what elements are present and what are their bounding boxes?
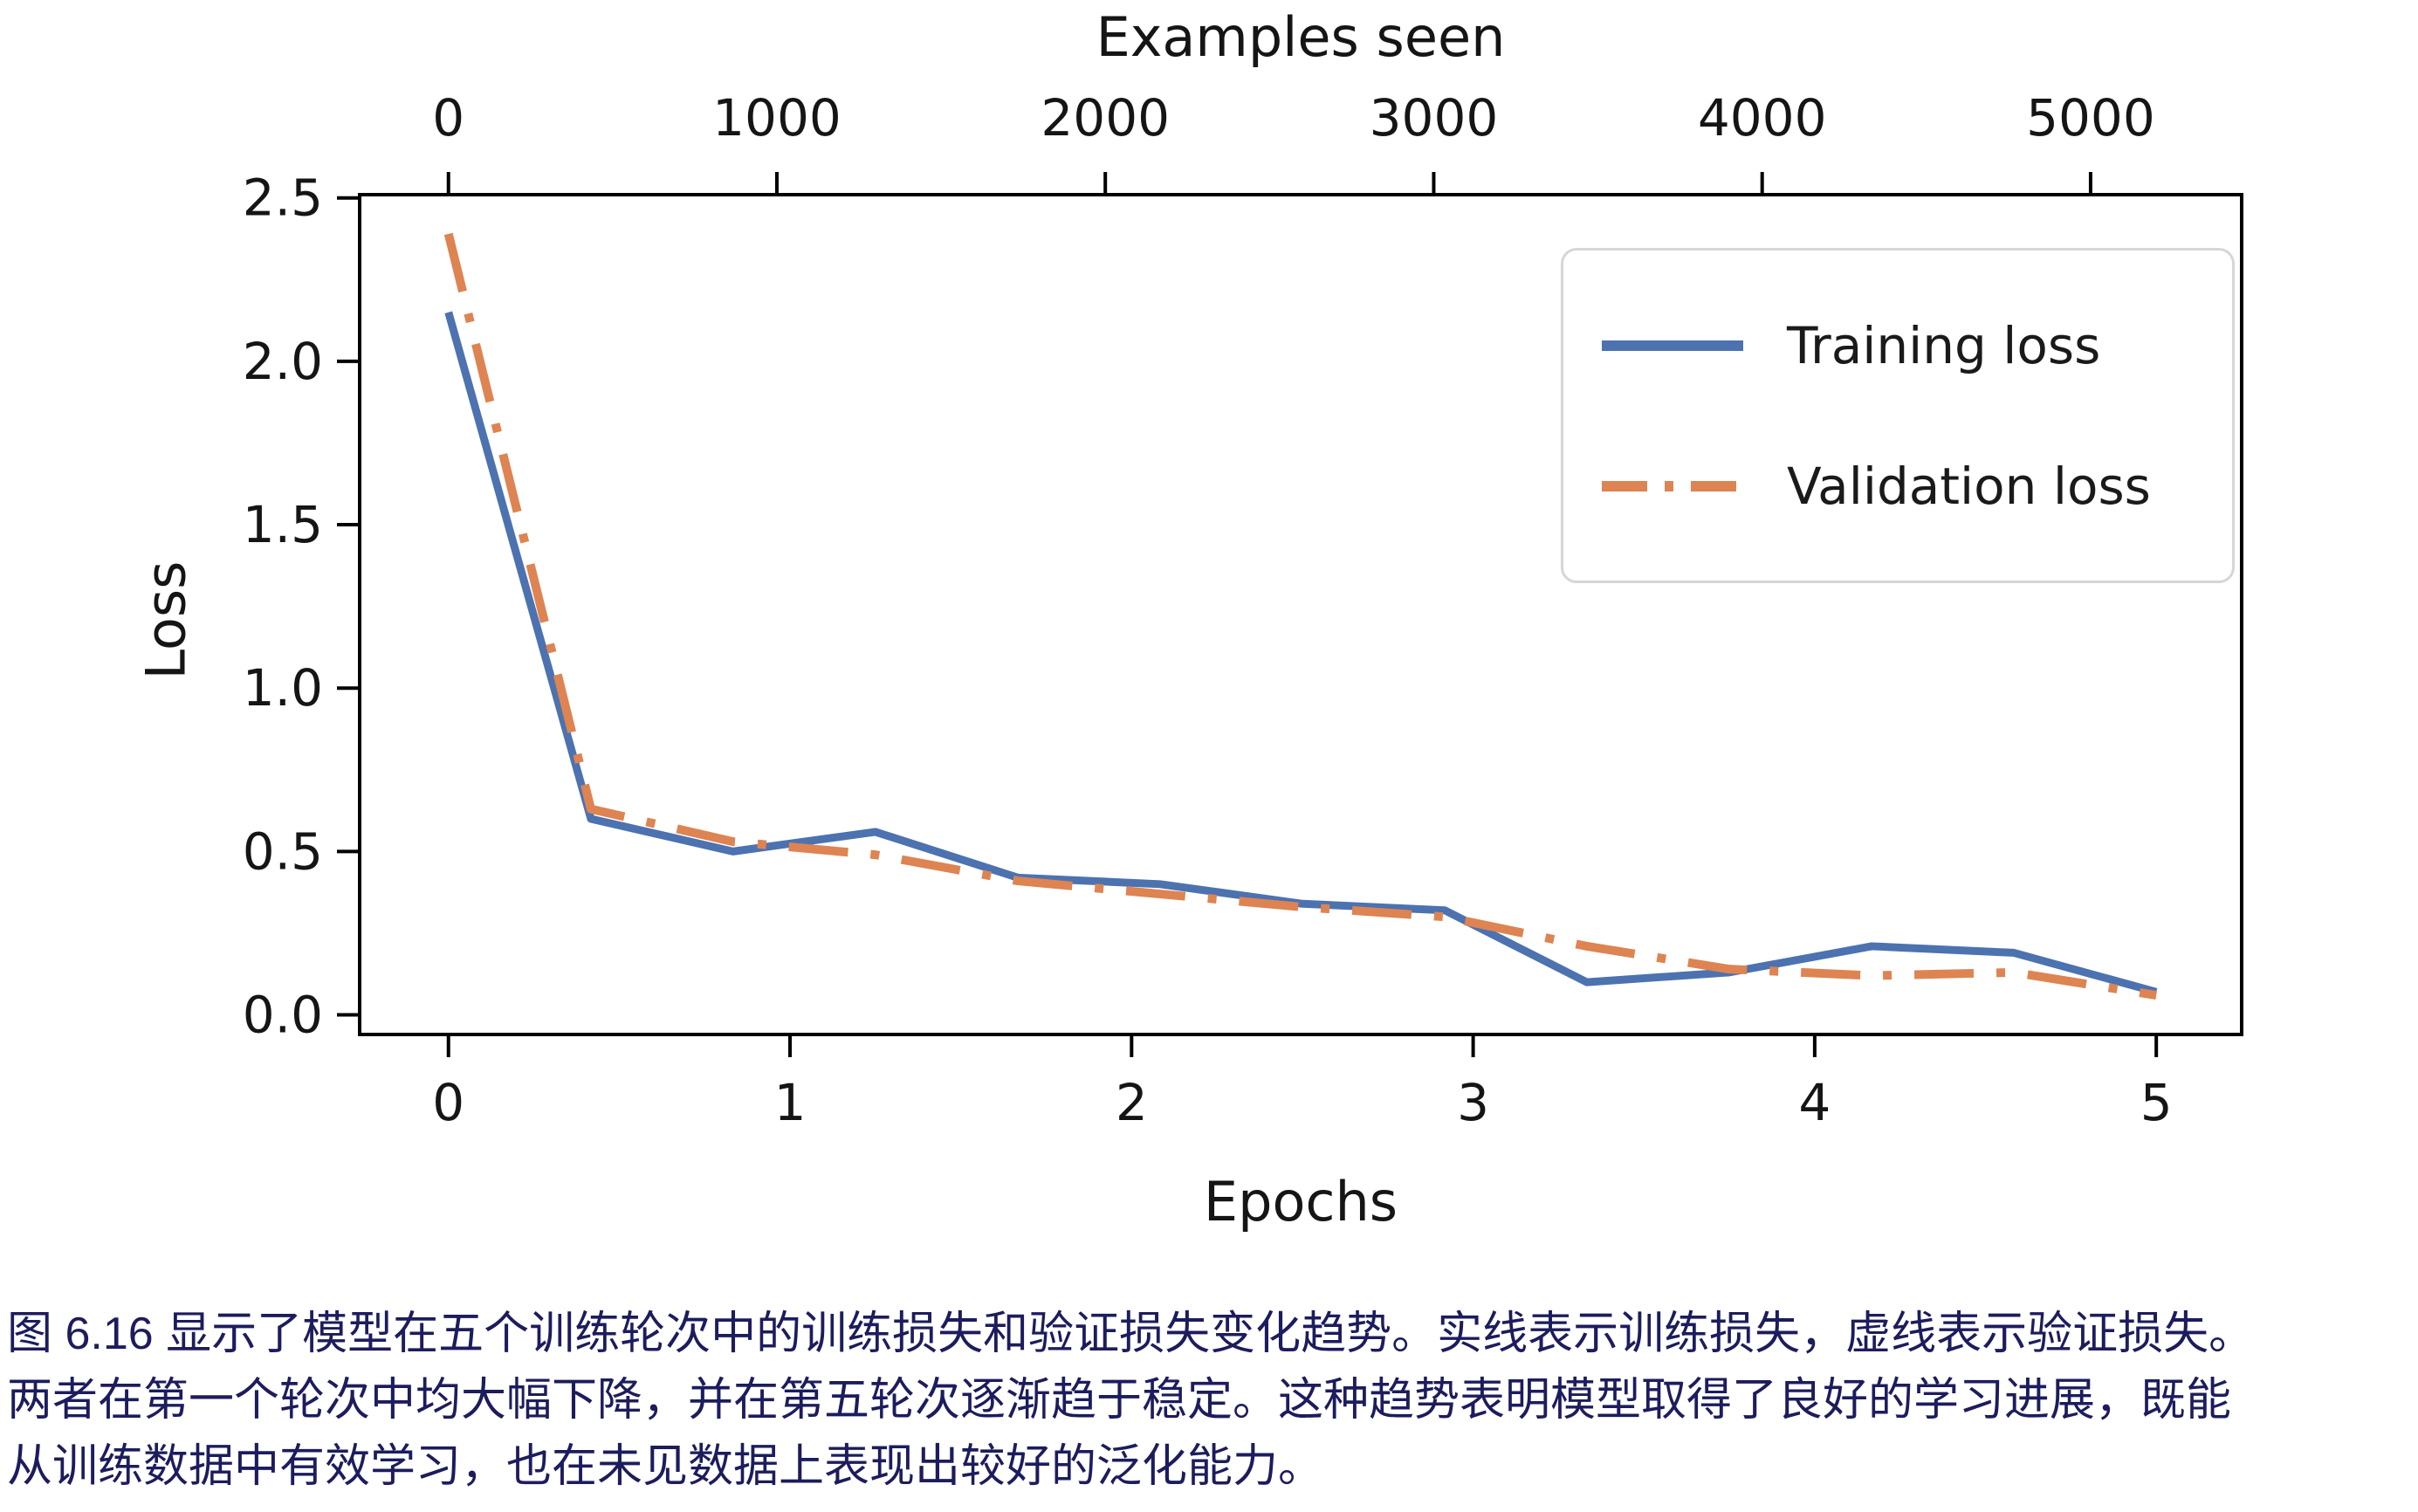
y-tick-label: 2.5 [243, 168, 323, 228]
series-line-validation [443, 232, 2157, 1000]
y-tick-label: 1.5 [243, 495, 323, 554]
top-axis-title: Examples seen [1096, 5, 1506, 69]
x-tick-label: 2 [1116, 1073, 1148, 1132]
plot-border [358, 193, 2243, 1036]
y-tick-label: 1.0 [243, 658, 323, 718]
x2-tick-label: 0 [432, 88, 464, 148]
legend-label-validation: Validation loss [1787, 456, 2151, 516]
x2-tick-label: 5000 [2026, 88, 2155, 148]
loss-curves [443, 232, 2158, 1000]
legend: Training loss Validation loss [1561, 248, 2235, 583]
y-tick-label: 0.5 [243, 821, 323, 881]
y-tick-label: 2.0 [243, 332, 323, 391]
caption-line-3: 从训练数据中有效学习，也在未见数据上表现出较好的泛化能力。 [7, 1441, 1324, 1492]
left-axis-ticks: 0.0 0.5 1.0 1.5 2.0 2.5 [243, 168, 360, 1045]
x-tick-label: 3 [1457, 1073, 1489, 1132]
x-tick-label: 0 [432, 1073, 464, 1132]
y-axis-label: Loss [134, 560, 198, 680]
bottom-axis-ticks: 0 1 2 3 4 5 [432, 1034, 2173, 1132]
x2-tick-label: 1000 [712, 88, 841, 148]
plot-spine [358, 193, 2243, 1036]
loss-chart-canvas: 0 1 2 3 4 5 0 1000 2000 3000 4000 5000 0.0 0.5 1.0 1.… [243, 88, 2243, 1132]
caption-line-2: 两者在第一个轮次中均大幅下降，并在第五轮次逐渐趋于稳定。这种趋势表明模型取得了良… [7, 1375, 2232, 1426]
x-tick-label: 5 [2140, 1073, 2173, 1132]
x2-tick-label: 2000 [1041, 88, 1170, 148]
y-tick-label: 0.0 [243, 986, 323, 1045]
x2-tick-label: 3000 [1370, 88, 1499, 148]
legend-label-training: Training loss [1787, 315, 2101, 375]
x-axis-label: Epochs [1203, 1170, 1398, 1234]
figure-caption: 图 6.16 显示了模型在五个训练轮次中的训练损失和验证损失变化趋势。实线表示训… [7, 1301, 2418, 1500]
validation-line-swatch-icon [1602, 480, 1743, 491]
x-tick-label: 4 [1798, 1073, 1831, 1132]
x-tick-label: 1 [774, 1073, 807, 1132]
x2-tick-label: 4000 [1698, 88, 1827, 148]
series-line-training [444, 311, 2158, 996]
legend-entry-training: Training loss [1598, 316, 2197, 375]
training-line-swatch-icon [1602, 340, 1743, 351]
caption-line-1: 图 6.16 显示了模型在五个训练轮次中的训练损失和验证损失变化趋势。实线表示训… [7, 1309, 2255, 1359]
top-axis-ticks: 0 1000 2000 3000 4000 5000 [432, 88, 2155, 195]
legend-entry-validation: Validation loss [1598, 457, 2197, 516]
